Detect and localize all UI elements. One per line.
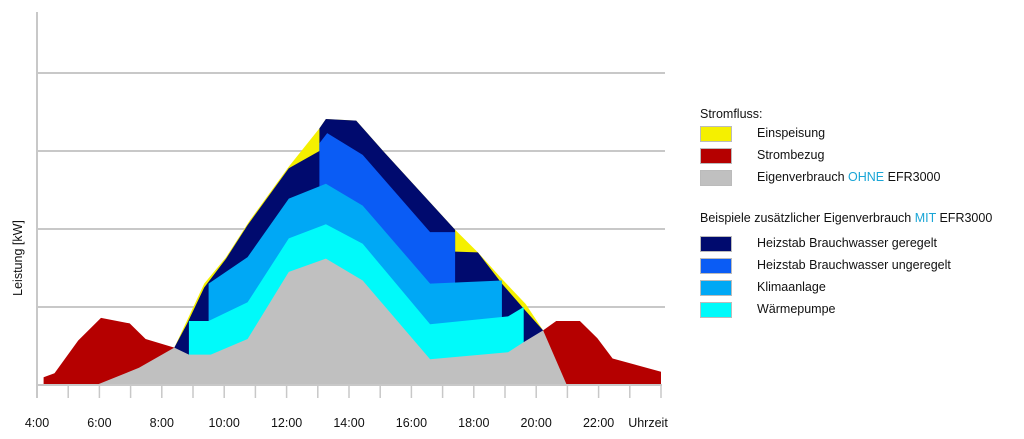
legend-label-text: Eigenverbrauch [757,170,849,184]
x-tick-label: 8:00 [150,416,174,430]
x-tick-label: 6:00 [87,416,111,430]
legend-label-text: EFR3000 [884,170,941,184]
legend-item-klimaanlage: Klimaanlage [700,280,1020,297]
legend-label-highlight: OHNE [848,170,885,184]
x-tick-label: 10:00 [209,416,240,430]
legend-label: Klimaanlage [757,280,826,294]
legend-item-waermepumpe: Wärmepumpe [700,302,1020,319]
legend-swatch [700,148,732,164]
legend-item-heizstab-geregelt: Heizstab Brauchwasser geregelt [700,236,1020,253]
legend-item-strombezug: Strombezug [700,148,1020,165]
area-eigenverbrauch-ohne-efr3000 [96,258,567,385]
legend-item-heizstab-ungeregelt: Heizstab Brauchwasser ungeregelt [700,258,1020,275]
x-tick-label: 16:00 [396,416,427,430]
x-tick-label: 14:00 [333,416,364,430]
legend-label: Wärmepumpe [757,302,836,316]
legend-label: Strombezug [757,148,825,162]
x-axis-label: Uhrzeit [628,416,668,430]
legend-swatch [700,126,732,142]
x-tick-label: 18:00 [458,416,489,430]
y-axis-label: Leistung [kW] [11,220,25,296]
legend-label: Heizstab Brauchwasser geregelt [757,236,937,250]
x-tick-label: 20:00 [521,416,552,430]
x-tick-label: 12:00 [271,416,302,430]
legend-label: Einspeisung [757,126,826,140]
legend-title-text: Beispiele zusätzlicher Eigenverbrauch [700,211,915,225]
legend-swatch [700,280,732,296]
legend-swatch [700,302,732,318]
legend-title-highlight: MIT [914,211,936,225]
legend-title-beispiele: Beispiele zusätzlicher Eigenverbrauch MI… [700,211,992,225]
x-tick-label: 4:00 [25,416,49,430]
legend-item-eigenverbrauch-ohne: Eigenverbrauch OHNE EFR3000 [700,170,1020,187]
legend-swatch [700,170,732,186]
area-strombezug [543,321,661,385]
legend-title-stromfluss: Stromfluss: [700,107,763,121]
legend-title-text: EFR3000 [936,211,993,225]
legend-label: Eigenverbrauch OHNE EFR3000 [757,170,940,184]
legend-label: Heizstab Brauchwasser ungeregelt [757,258,951,272]
legend-item-einspeisung: Einspeisung [700,126,1020,143]
legend-swatch [700,236,732,252]
legend-swatch [700,258,732,274]
x-tick-label: 22:00 [583,416,614,430]
